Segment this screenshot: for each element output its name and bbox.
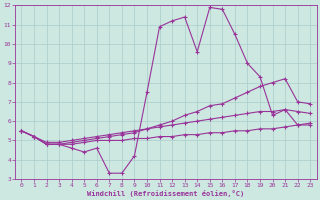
- X-axis label: Windchill (Refroidissement éolien,°C): Windchill (Refroidissement éolien,°C): [87, 190, 244, 197]
